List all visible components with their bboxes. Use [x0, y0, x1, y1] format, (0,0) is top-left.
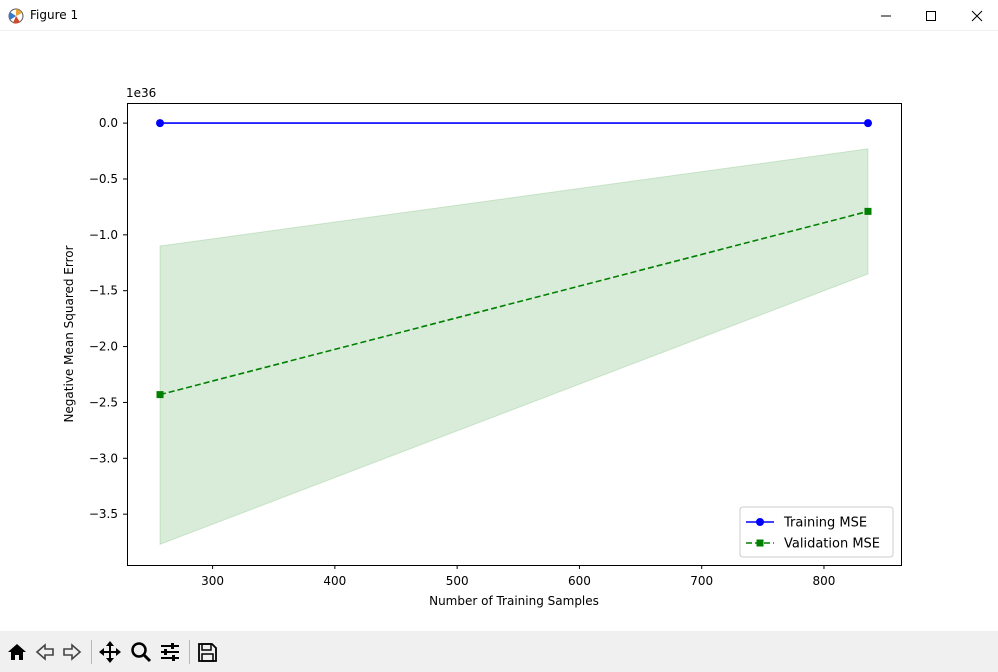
legend-marker: [756, 539, 764, 547]
toolbar-separator: [91, 640, 92, 664]
y-tick-label: −0.5: [89, 172, 118, 186]
window-title: Figure 1: [30, 8, 79, 22]
back-button[interactable]: [32, 639, 58, 665]
x-tick-label: 800: [813, 574, 836, 588]
minimize-icon: [881, 15, 891, 16]
x-tick-label: 300: [201, 574, 224, 588]
x-tick-label: 700: [690, 574, 713, 588]
data-point: [864, 207, 872, 215]
data-point: [863, 119, 872, 128]
axes-frame: [127, 103, 902, 566]
close-icon: [971, 10, 983, 21]
toolbar-separator: [189, 640, 190, 664]
configure-subplots-button[interactable]: [157, 639, 183, 665]
legend-box: [739, 506, 894, 558]
window-titlebar: Figure 1: [0, 0, 998, 31]
chart: 300 400 500 600 700 800 0.0 −0.5 −1.0 −1.5 −2.0 −2…: [62, 86, 902, 608]
navigation-toolbar: [0, 631, 998, 672]
maximize-button[interactable]: [908, 0, 954, 31]
pan-button[interactable]: [97, 639, 123, 665]
data-point: [156, 391, 164, 399]
series-line-1: [159, 210, 869, 396]
y-tick-label: −2.5: [89, 395, 118, 409]
figure-canvas: 300 400 500 600 700 800 0.0 −0.5 −1.0 −1.5 −2.0 −2…: [0, 31, 998, 631]
y-offset-text: 1e36: [126, 86, 156, 100]
legend: Training MSE Validation MSE: [739, 506, 894, 558]
configure-subplots-icon: [161, 643, 179, 661]
y-axis-label: Negative Mean Squared Error: [62, 245, 76, 422]
forward-button[interactable]: [59, 639, 85, 665]
validation-std-band: [159, 148, 869, 546]
legend-label: Training MSE: [783, 516, 867, 531]
zoom-magnifier-icon: [131, 642, 152, 663]
y-tick-label: −2.0: [89, 340, 118, 354]
back-arrow-icon: [35, 643, 54, 661]
matplotlib-figure-icon: [7, 7, 25, 25]
save-floppy-icon: [198, 643, 217, 662]
data-point: [156, 119, 165, 128]
home-button[interactable]: [4, 639, 30, 665]
y-tick-label: −1.0: [89, 228, 118, 242]
close-button[interactable]: [954, 0, 998, 31]
x-tick-label: 600: [568, 574, 591, 588]
forward-arrow-icon: [63, 643, 82, 661]
maximize-icon: [926, 10, 936, 21]
pan-move-icon: [99, 641, 121, 663]
x-tick-label: 400: [323, 574, 346, 588]
zoom-button[interactable]: [128, 639, 154, 665]
minimize-button[interactable]: [863, 0, 909, 31]
x-axis-label: Number of Training Samples: [429, 594, 599, 608]
home-icon: [8, 644, 26, 660]
legend-label: Validation MSE: [784, 537, 880, 552]
y-tick-label: −3.0: [89, 451, 118, 465]
y-tick-label: −3.5: [89, 507, 118, 521]
legend-marker: [756, 518, 764, 526]
y-tick-label: −1.5: [89, 284, 118, 298]
x-tick-label: 500: [446, 574, 469, 588]
y-tick-label: 0.0: [99, 116, 118, 130]
save-button[interactable]: [194, 639, 220, 665]
